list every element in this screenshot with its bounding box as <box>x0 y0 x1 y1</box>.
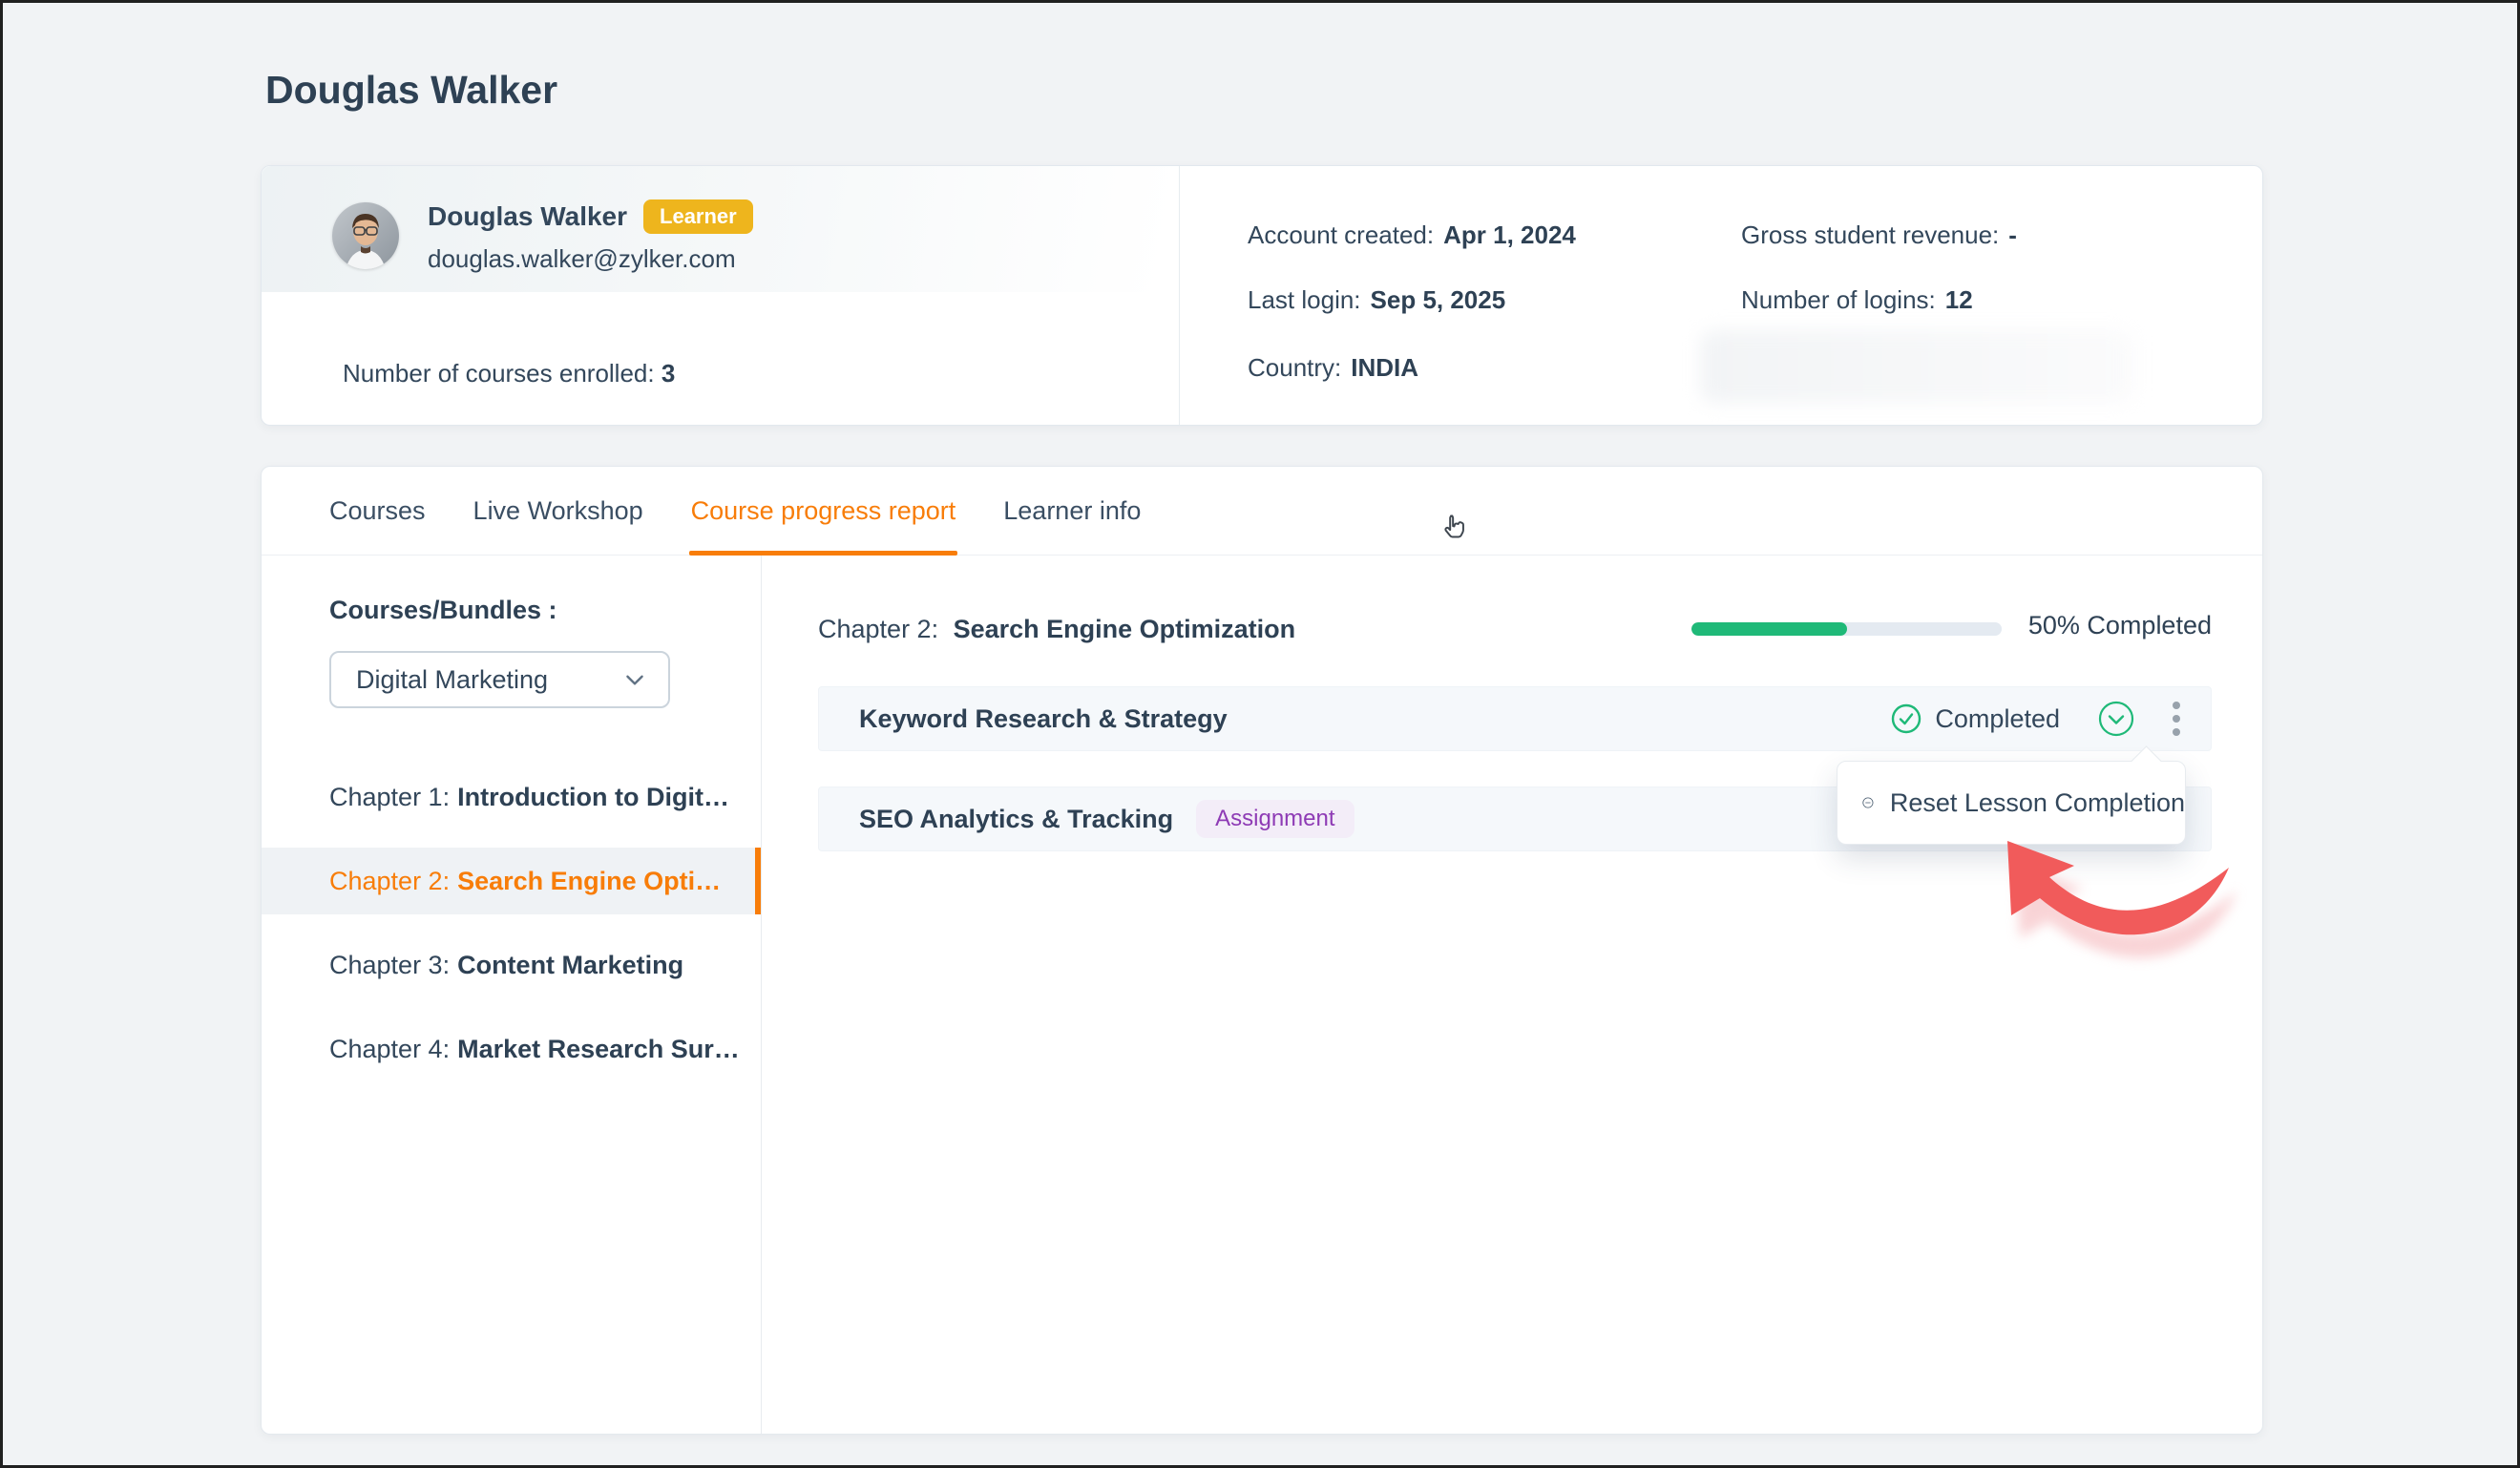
tab-course-progress-report[interactable]: Course progress report <box>688 467 957 556</box>
tab-live-workshop[interactable]: Live Workshop <box>472 495 643 525</box>
check-circle-icon <box>1892 703 1922 734</box>
expand-lesson-button[interactable] <box>2098 701 2134 737</box>
progress-bar-fill <box>1691 622 1847 636</box>
learner-detail-card: Courses Live Workshop Course progress re… <box>261 466 2263 1435</box>
chevron-down-circle-icon <box>2098 701 2134 737</box>
profile-card: Douglas Walker Learner douglas.walker@zy… <box>261 165 2263 426</box>
sidebar-item-chapter-4[interactable]: Chapter 4: Market Research Sur… <box>329 1034 740 1063</box>
detail-account-created: Account created: Apr 1, 2024 <box>1248 220 1576 249</box>
courses-enrolled-label: Number of courses enrolled: <box>343 359 655 388</box>
lesson-status-cluster: Completed <box>1891 698 2184 740</box>
role-badge: Learner <box>643 199 753 234</box>
avatar <box>332 202 399 269</box>
lesson-title: Keyword Research & Strategy <box>859 703 1228 733</box>
page-title: Douglas Walker <box>265 68 558 112</box>
progress-bar <box>1691 622 2002 636</box>
progress-label: 50% Completed <box>2027 611 2212 640</box>
detail-number-of-logins: Number of logins: 12 <box>1741 285 1973 314</box>
dropdown-chevron-icon <box>626 675 643 685</box>
lesson-row-keyword-research[interactable]: Keyword Research & Strategy Completed <box>818 686 2212 751</box>
menu-item-reset-lesson-completion[interactable]: Reset Lesson Completion <box>1889 787 2185 817</box>
course-dropdown[interactable]: Digital Marketing <box>329 651 670 708</box>
sidebar-item-chapter-2[interactable]: Chapter 2: Search Engine Opti… <box>262 848 761 914</box>
redacted-blur-area <box>1700 330 2134 403</box>
detail-last-login: Last login: Sep 5, 2025 <box>1248 285 1506 314</box>
chapter-sidebar: Courses/Bundles : Digital Marketing Chap… <box>262 556 762 1434</box>
sidebar-heading: Courses/Bundles : <box>329 596 557 624</box>
status-badge: Completed <box>1935 703 2060 733</box>
detail-country: Country: INDIA <box>1248 353 1419 382</box>
detail-gross-revenue: Gross student revenue: - <box>1741 220 2017 249</box>
sidebar-item-chapter-3[interactable]: Chapter 3: Content Marketing <box>329 950 684 979</box>
tab-courses[interactable]: Courses <box>329 495 426 525</box>
kebab-icon <box>2173 702 2180 709</box>
lesson-title: SEO Analytics & Tracking <box>859 804 1174 833</box>
courses-enrolled-value: 3 <box>661 359 676 388</box>
lesson-context-menu: Reset Lesson Completion <box>1837 761 2186 845</box>
card-divider <box>1179 166 1180 425</box>
sidebar-item-chapter-1[interactable]: Chapter 1: Introduction to Digit… <box>329 782 730 811</box>
courses-enrolled: Number of courses enrolled: 3 <box>343 359 675 388</box>
tab-learner-info[interactable]: Learner info <box>1003 495 1142 525</box>
cursor-icon <box>1438 513 1471 545</box>
lesson-kebab-menu-button[interactable] <box>2169 698 2184 740</box>
profile-email: douglas.walker@zylker.com <box>428 244 736 273</box>
chapter-header: Chapter 2: Search Engine Optimization <box>818 615 1296 643</box>
profile-name: Douglas Walker <box>428 201 628 231</box>
progress-panel: Chapter 2: Search Engine Optimization 50… <box>818 556 2212 1434</box>
course-dropdown-value: Digital Marketing <box>356 664 549 694</box>
chapter-list: Chapter 1: Introduction to Digit… Chapte… <box>262 764 762 1100</box>
tab-bar: Courses Live Workshop Course progress re… <box>262 467 2262 556</box>
minus-circle-icon <box>1862 797 1874 808</box>
assignment-badge: Assignment <box>1196 800 1354 838</box>
